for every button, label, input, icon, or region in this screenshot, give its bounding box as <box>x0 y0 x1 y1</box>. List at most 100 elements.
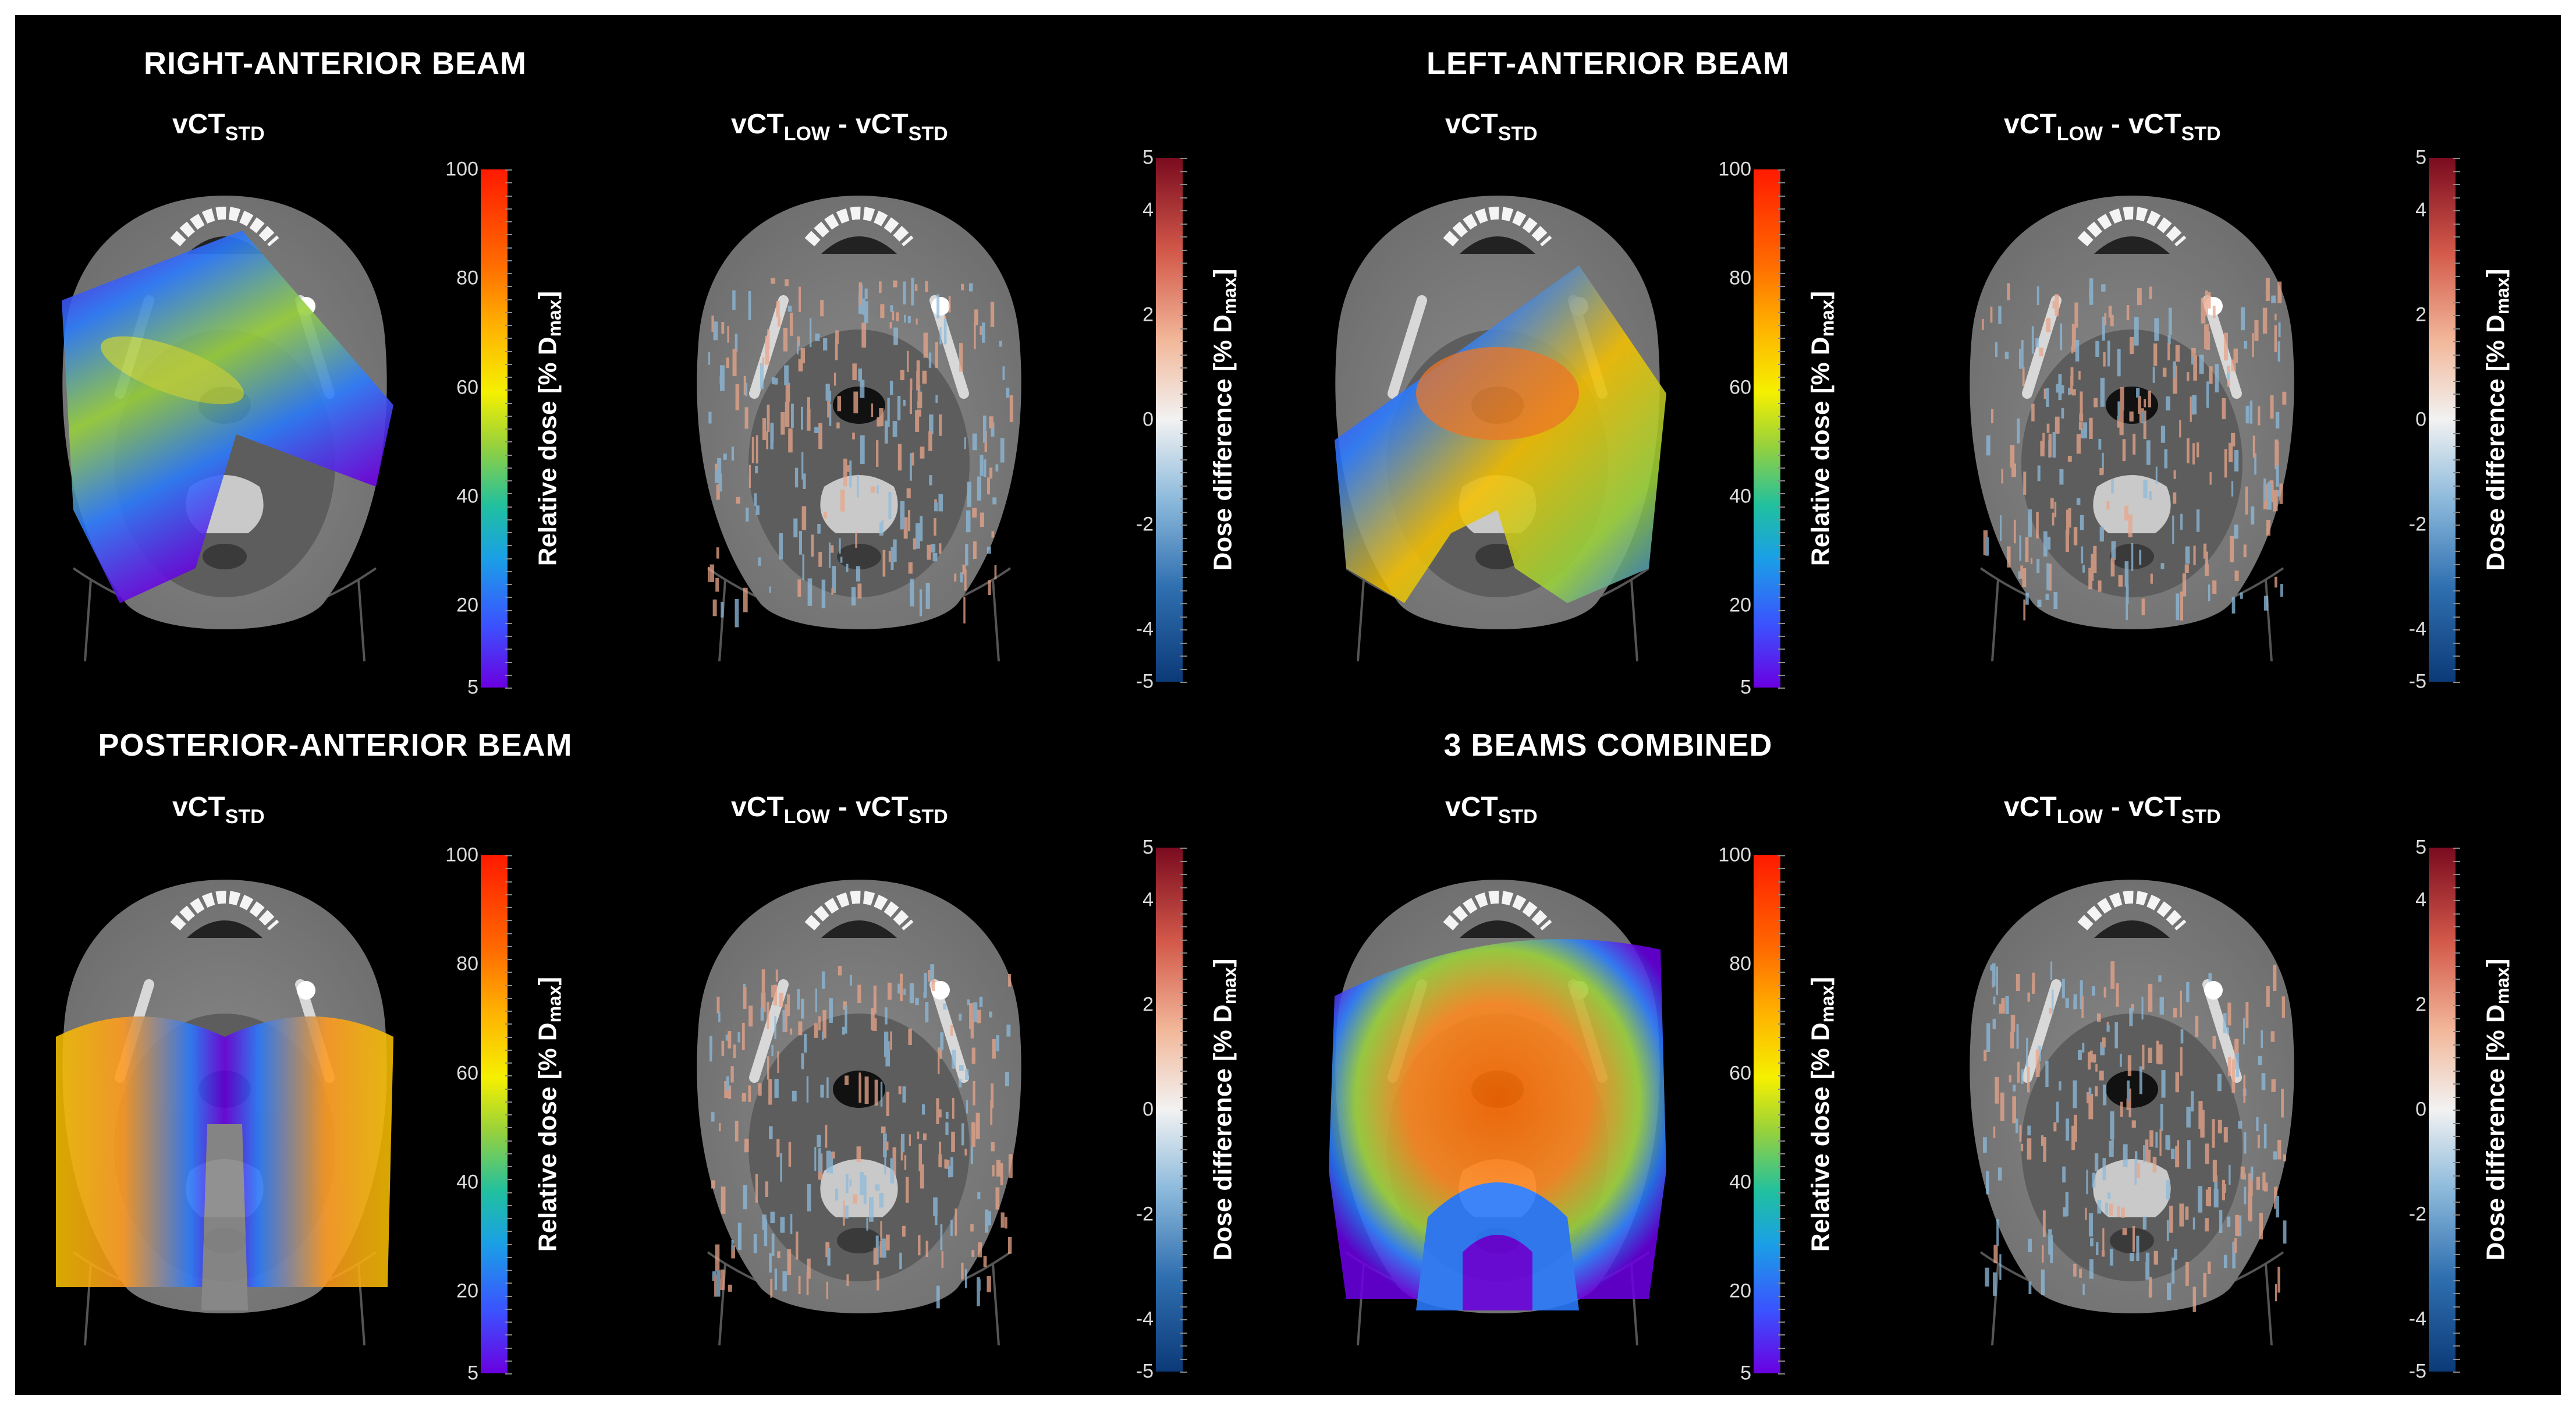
colorbar-minor-tick <box>1778 997 1785 999</box>
dose-difference-image <box>679 845 1039 1369</box>
colorbar-minor-tick <box>505 234 512 236</box>
diff-speckle <box>2026 1037 2028 1067</box>
diff-speckle <box>714 1276 717 1297</box>
diff-speckle <box>2040 441 2045 456</box>
colorbar-minor-tick <box>1180 289 1187 290</box>
diff-speckle <box>2031 326 2034 354</box>
teeth <box>804 891 914 931</box>
colorbar-minor-tick <box>1778 1347 1785 1349</box>
diff-speckle <box>1005 1217 1007 1229</box>
diff-speckle <box>2110 314 2114 327</box>
colorbar-minor-tick <box>1180 223 1187 225</box>
diff-speckle <box>893 280 897 288</box>
diff-speckle <box>2264 1182 2268 1192</box>
colorbar-minor-tick <box>1180 887 1187 888</box>
diff-speckle <box>967 999 970 1006</box>
diff-speckle <box>2136 1235 2139 1261</box>
colorbar-minor-tick <box>2453 564 2460 565</box>
colorbar-minor-tick <box>505 558 512 559</box>
diff-speckle <box>728 1284 732 1292</box>
colorbar-minor-tick <box>1180 472 1187 473</box>
vct-label-main: vCT <box>731 109 784 140</box>
diff-speckle <box>806 1272 809 1295</box>
diff-speckle <box>802 554 805 580</box>
diff-speckle <box>728 1031 732 1048</box>
colorbar-minor-tick <box>2453 577 2460 578</box>
diff-speckle <box>973 541 977 559</box>
diff-speckle <box>770 1278 773 1298</box>
diff-speckle <box>884 420 888 444</box>
diff-speckle <box>2184 564 2189 573</box>
colorbar-minor-tick <box>505 377 512 378</box>
diff-speckle <box>902 1086 906 1103</box>
colorbar-tick-label: 40 <box>1729 1171 1751 1193</box>
colorbar-minor-tick <box>1180 1201 1187 1203</box>
diff-speckle <box>2146 1149 2151 1164</box>
oral-cavity <box>187 920 262 938</box>
diff-speckle <box>2275 439 2279 462</box>
diff-speckle <box>2252 435 2255 458</box>
diff-speckle <box>858 282 863 306</box>
diff-speckle <box>2035 338 2039 348</box>
diff-speckle <box>708 412 712 424</box>
diff-speckle <box>743 987 747 1009</box>
diff-speckle <box>897 395 901 421</box>
diff-speckle <box>2191 348 2196 357</box>
diff-speckle <box>2019 1125 2022 1142</box>
colorbar-minor-tick <box>1180 197 1187 199</box>
colorbar-minor-tick <box>1778 881 1785 883</box>
diff-speckle <box>1992 963 1996 987</box>
diff-speckle <box>2142 1216 2147 1230</box>
diff-speckle <box>2275 576 2277 588</box>
diff-speckle <box>2109 1203 2113 1216</box>
diff-speckle <box>787 994 790 1016</box>
colorbar-minor-tick <box>1778 480 1785 481</box>
diff-speckle <box>2148 983 2153 1012</box>
diff-speckle <box>2010 1015 2016 1032</box>
diff-speckle <box>2053 591 2058 610</box>
diff-speckle <box>2081 546 2084 564</box>
diff-speckle <box>2142 1044 2145 1070</box>
colorbar-minor-tick <box>1778 1127 1785 1129</box>
colorbar-minor-tick <box>2453 485 2460 487</box>
diff-speckle <box>977 1277 980 1306</box>
diff-speckle <box>2110 558 2115 577</box>
colorbar-tick-label: 5 <box>467 676 478 699</box>
diff-speckle <box>849 460 852 488</box>
colorbar-tick-label: 5 <box>1740 1362 1751 1384</box>
diff-speckle <box>2141 997 2144 1020</box>
diff-speckle <box>2107 341 2110 359</box>
colorbar-minor-tick <box>1180 394 1187 395</box>
colorbar-minor-tick <box>1778 221 1785 222</box>
diff-speckle <box>853 1194 858 1204</box>
colorbar-minor-tick <box>505 1334 512 1336</box>
diff-speckle <box>1999 1254 2002 1280</box>
diff-speckle <box>2282 391 2287 405</box>
diff-speckle <box>2279 484 2283 497</box>
colorbar-minor-tick <box>1180 1188 1187 1189</box>
diff-speckle <box>887 982 892 1000</box>
diff-speckle <box>2223 1255 2227 1269</box>
diff-speckle <box>751 437 754 463</box>
diff-speckle <box>880 304 885 318</box>
colorbar-minor-tick <box>505 1140 512 1142</box>
diff-speckle <box>1986 1171 1989 1195</box>
diff-speckle <box>2042 433 2045 449</box>
colorbar-minor-tick <box>1778 325 1785 326</box>
colorbar-minor-tick <box>505 1283 512 1284</box>
diff-speckle <box>2046 423 2050 433</box>
diff-speckle <box>836 422 840 428</box>
diff-speckle <box>817 1135 821 1147</box>
quadrant-left-anterior: LEFT-ANTERIOR BEAM vCTSTD vCTLOW - vCTSTD 100… <box>1288 15 2561 705</box>
diff-speckle <box>2092 986 2095 996</box>
dose-difference-colorbar: 5 4 2 0 -2 -4 -5 Dose difference [% Dmax] <box>2409 837 2513 1383</box>
diff-speckle <box>2205 564 2209 576</box>
colorbar-minor-tick <box>2453 406 2460 408</box>
diff-speckle <box>2124 505 2128 521</box>
diff-speckle <box>1005 1072 1009 1086</box>
diff-speckle <box>839 538 841 554</box>
diff-speckle <box>2180 513 2183 530</box>
diff-speckle <box>1000 1212 1005 1228</box>
diff-speckle <box>971 1123 975 1147</box>
diff-speckle <box>2143 1145 2145 1163</box>
